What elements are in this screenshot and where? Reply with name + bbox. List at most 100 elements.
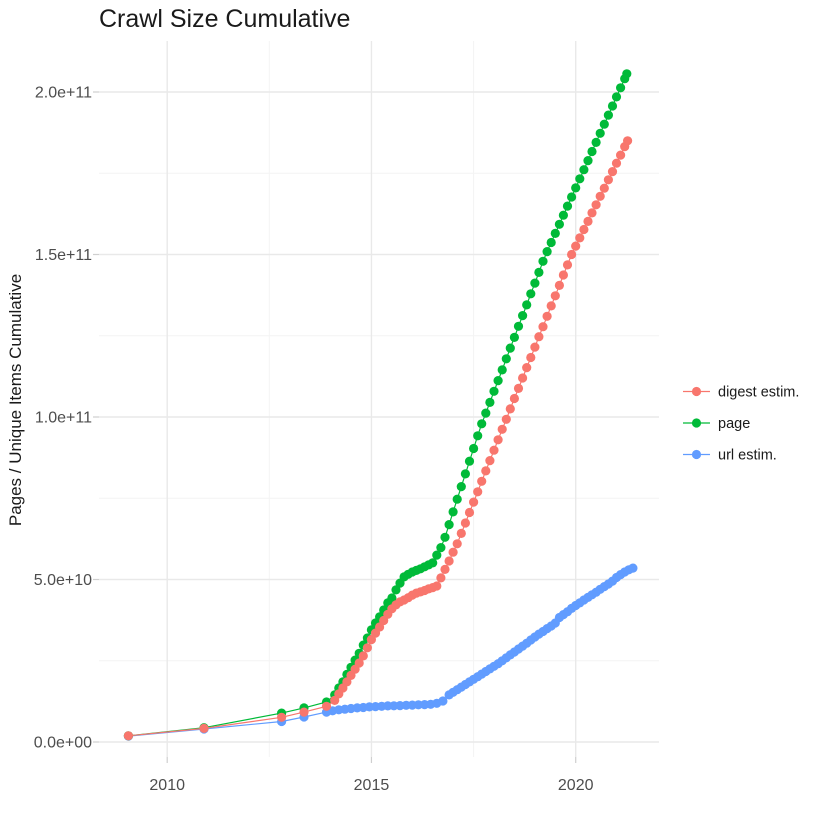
y-axis-title: Pages / Unique Items Cumulative bbox=[6, 274, 25, 526]
data-point-page bbox=[481, 408, 491, 418]
data-point-digest-estim bbox=[607, 167, 618, 177]
data-point-digest-estim bbox=[595, 191, 605, 201]
data-point-digest-estim bbox=[579, 224, 589, 235]
chart-generated: 2010 2015 2020 0.0e+00 5.0e+10 1.0e+11 1.5e+11… bbox=[34, 41, 799, 794]
legend-item-digest-estim: digest estim. bbox=[683, 385, 799, 401]
data-point-digest-estim bbox=[513, 383, 524, 393]
data-point-page bbox=[387, 593, 397, 603]
data-point-page bbox=[583, 156, 593, 166]
data-point-digest-estim bbox=[436, 573, 446, 583]
data-point-digest-estim bbox=[456, 528, 466, 539]
data-point-digest-estim bbox=[448, 547, 458, 557]
data-point-digest-estim bbox=[440, 564, 450, 575]
data-point-page bbox=[587, 146, 597, 157]
data-point-page bbox=[489, 386, 499, 396]
data-point-page bbox=[477, 419, 487, 429]
y-tick-label: 5.0e+10 bbox=[34, 572, 92, 589]
data-point-page bbox=[497, 365, 507, 375]
data-point-digest-estim bbox=[550, 291, 560, 301]
data-point-digest-estim bbox=[432, 581, 442, 591]
data-point-digest-estim bbox=[567, 249, 577, 260]
data-point-digest-estim bbox=[591, 200, 601, 210]
data-point-url-estim bbox=[438, 696, 448, 706]
data-point-page bbox=[522, 300, 532, 310]
x-tick-label: 2015 bbox=[354, 777, 390, 794]
legend-item-page: page bbox=[683, 416, 750, 432]
data-point-url-estim bbox=[628, 563, 638, 573]
data-point-page bbox=[616, 83, 626, 93]
data-point-digest-estim bbox=[603, 175, 614, 185]
data-point-digest-estim bbox=[616, 150, 626, 160]
series-line-url-estim bbox=[128, 567, 634, 737]
x-tick-label: 2010 bbox=[149, 777, 185, 794]
data-point-digest-estim bbox=[199, 723, 209, 734]
data-point-page bbox=[505, 343, 515, 353]
data-point-digest-estim bbox=[538, 322, 548, 332]
data-point-page bbox=[542, 247, 552, 257]
data-point-page bbox=[579, 165, 589, 175]
data-point-page bbox=[513, 321, 524, 331]
data-point-digest-estim bbox=[518, 373, 528, 383]
data-point-digest-estim bbox=[522, 363, 532, 373]
y-tick-label: 0.0e+00 bbox=[34, 735, 92, 752]
data-point-digest-estim bbox=[481, 466, 491, 476]
data-point-digest-estim bbox=[611, 158, 622, 168]
y-tick-label: 1.0e+11 bbox=[35, 410, 92, 427]
data-point-page bbox=[501, 354, 511, 364]
data-point-page bbox=[509, 332, 519, 342]
legend-label-digest-estim: digest estim. bbox=[718, 385, 799, 401]
data-point-digest-estim bbox=[505, 404, 515, 414]
data-point-digest-estim bbox=[452, 539, 462, 549]
data-point-page bbox=[448, 507, 458, 517]
data-point-page bbox=[452, 494, 462, 504]
data-point-digest-estim bbox=[623, 136, 633, 146]
data-point-digest-estim bbox=[587, 208, 597, 218]
data-point-digest-estim bbox=[562, 260, 573, 270]
data-point-digest-estim bbox=[497, 424, 507, 434]
data-point-digest-estim bbox=[358, 651, 368, 661]
data-point-digest-estim bbox=[534, 332, 544, 342]
data-point-page bbox=[485, 397, 495, 407]
legend-key-dot-page bbox=[691, 418, 702, 428]
data-point-digest-estim bbox=[546, 301, 556, 311]
data-point-digest-estim bbox=[526, 352, 536, 363]
data-point-page bbox=[546, 237, 556, 248]
data-point-digest-estim bbox=[321, 701, 332, 711]
data-point-digest-estim bbox=[299, 707, 309, 717]
y-tick-label: 1.5e+11 bbox=[35, 247, 92, 264]
legend-item-url-estim: url estim. bbox=[683, 448, 777, 464]
data-point-digest-estim bbox=[571, 241, 581, 251]
data-point-page bbox=[622, 69, 632, 79]
data-point-digest-estim bbox=[489, 445, 499, 455]
data-point-digest-estim bbox=[501, 414, 511, 424]
data-point-digest-estim bbox=[558, 270, 569, 280]
data-point-page bbox=[562, 201, 573, 211]
data-point-page bbox=[456, 482, 466, 492]
data-point-digest-estim bbox=[509, 393, 519, 404]
data-point-page bbox=[518, 311, 528, 321]
data-point-page bbox=[599, 119, 609, 129]
data-point-page bbox=[440, 532, 450, 542]
data-point-page bbox=[432, 550, 442, 560]
data-point-page bbox=[530, 278, 540, 288]
data-point-page bbox=[591, 137, 601, 147]
data-point-page bbox=[571, 183, 581, 193]
data-point-page bbox=[493, 376, 503, 386]
legend-key-dot-url-estim bbox=[691, 449, 702, 460]
data-point-page bbox=[567, 192, 577, 202]
data-point-digest-estim bbox=[530, 342, 540, 352]
data-point-page bbox=[464, 456, 475, 466]
data-point-digest-estim bbox=[464, 507, 475, 518]
legend-label-page: page bbox=[718, 416, 750, 432]
data-point-digest-estim bbox=[362, 643, 372, 653]
data-point-digest-estim bbox=[473, 487, 483, 497]
data-point-digest-estim bbox=[123, 731, 133, 741]
legend-label-url-estim: url estim. bbox=[718, 448, 777, 464]
plot-title: Crawl Size Cumulative bbox=[99, 5, 350, 33]
data-point-page bbox=[603, 110, 614, 120]
data-point-page bbox=[460, 469, 470, 479]
data-point-page bbox=[469, 443, 479, 454]
data-point-page bbox=[575, 174, 585, 184]
data-point-digest-estim bbox=[493, 435, 503, 445]
